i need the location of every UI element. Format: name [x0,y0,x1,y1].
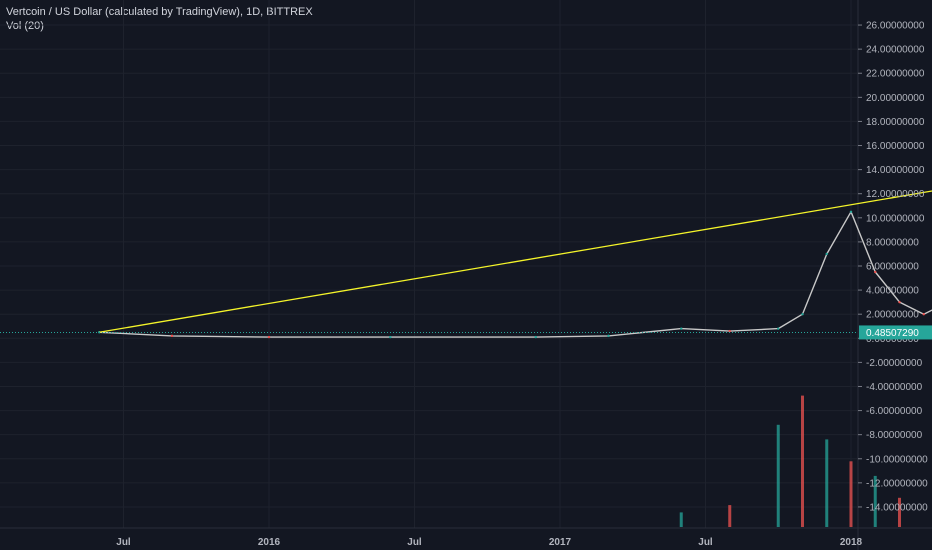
price-point [874,270,877,274]
volume-bar [728,505,732,527]
x-tick-label: 2017 [549,537,572,548]
volume-bars [679,395,901,527]
y-tick-label: 10.00000000 [866,213,925,224]
volume-bar [801,395,804,527]
volume-bar [679,512,683,527]
volume-bar [776,424,780,527]
time-axis[interactable]: Jul2016Jul2017Jul2018Jul2019Jul2020Jul [116,537,932,548]
trendline [99,190,932,333]
y-tick-label: 20.00000000 [866,93,925,104]
y-tick-label: 22.00000000 [866,69,925,80]
y-tick-label: -8.00000000 [866,430,923,441]
symbol-title[interactable]: Vertcoin / US Dollar (calculated by Trad… [6,6,313,18]
price-point [389,335,392,339]
price-series-line [99,211,932,338]
x-tick-label: 2018 [840,537,863,548]
price-point [267,335,271,339]
volume-bar [849,461,853,527]
price-point [825,252,828,256]
x-tick-label: Jul [698,537,713,548]
volume-bar [873,475,877,527]
y-tick-label: -12.00000000 [866,478,928,489]
price-point [849,210,853,213]
price-point [777,327,780,330]
x-tick-label: 2016 [258,537,281,548]
current-price-label: 0.48507290 [866,328,919,339]
y-tick-label: 14.00000000 [866,165,925,176]
y-tick-label: 24.00000000 [866,45,925,56]
y-tick-label: -4.00000000 [866,382,923,393]
price-axis[interactable]: 26.00000000 24.00000000 22.00000000 20.0000… [858,21,928,514]
y-tick-label: -6.00000000 [866,406,923,417]
price-point [728,329,731,333]
x-tick-label: Jul [116,537,131,548]
price-layer [98,210,932,339]
current-price-tag: 0.48507290 [0,325,932,340]
y-tick-label: -2.00000000 [866,358,923,369]
x-tick-label: Jul [407,537,422,548]
volume-bar [825,439,829,527]
price-point [898,300,901,304]
trendline-layer[interactable] [99,81,932,333]
price-point [170,334,174,338]
current-price-box [859,325,932,340]
chart-legend: Vertcoin / US Dollar (calculated by Trad… [6,5,313,33]
price-point [607,334,610,338]
y-tick-label: 18.00000000 [866,117,925,128]
y-tick-label: 4.00000000 [866,286,919,297]
y-tick-label: 16.00000000 [866,141,925,152]
y-tick-label: 8.00000000 [866,237,919,248]
volume-bar [898,497,901,527]
price-point [801,312,804,316]
price-point [534,335,537,339]
y-tick-label: -10.00000000 [866,454,928,465]
price-point [922,312,925,316]
price-point [680,327,683,330]
y-tick-label: -14.00000000 [866,502,928,513]
y-tick-label: 6.00000000 [866,262,919,273]
y-tick-label: 26.00000000 [866,21,925,32]
volume-indicator-label[interactable]: Vol (20) [6,20,44,32]
y-tick-label: 2.00000000 [866,310,919,321]
y-tick-label: 12.00000000 [866,189,925,200]
